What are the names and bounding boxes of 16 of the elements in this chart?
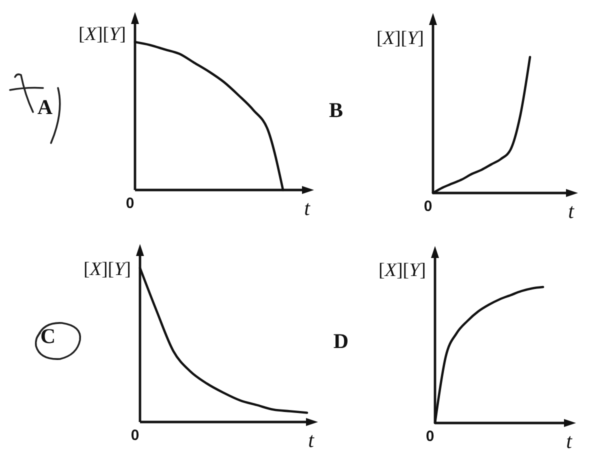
text: 0 bbox=[126, 195, 134, 212]
y-axis-title: [X][Y] bbox=[84, 259, 131, 280]
text: 0 bbox=[424, 198, 432, 215]
x-axis-title: t bbox=[308, 428, 316, 452]
x-axis-title: t bbox=[568, 199, 576, 223]
text: D bbox=[333, 329, 349, 353]
y-axis-title: [X][Y] bbox=[376, 28, 424, 49]
text: B bbox=[328, 98, 344, 122]
y-axis-title: [X][Y] bbox=[378, 260, 426, 281]
text: A bbox=[37, 95, 54, 119]
text: 0 bbox=[130, 427, 140, 444]
text: C bbox=[40, 324, 56, 348]
x-axis-title: t bbox=[566, 429, 574, 453]
text: 0 bbox=[426, 428, 434, 445]
y-axis-title: [X][Y] bbox=[78, 24, 126, 45]
x-axis-title: t bbox=[304, 196, 312, 220]
